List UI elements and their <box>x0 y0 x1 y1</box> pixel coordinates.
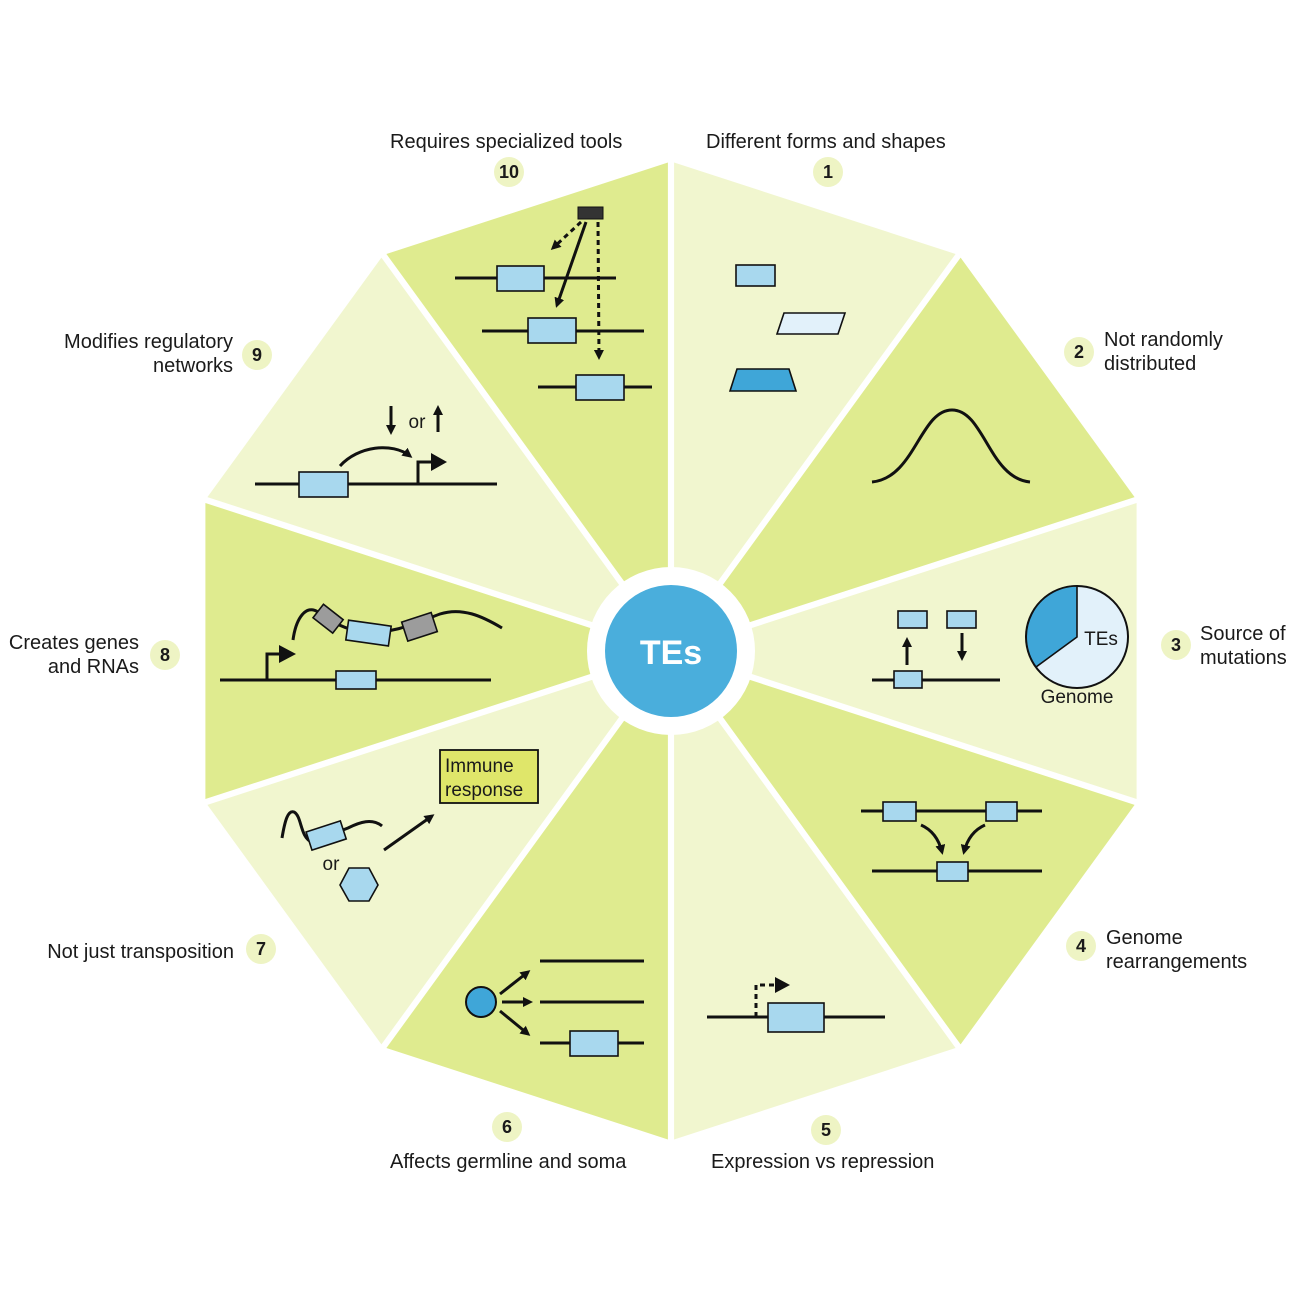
number-badge-1 <box>813 157 843 187</box>
shapes-icon <box>728 264 847 392</box>
sector-7 <box>207 656 663 1045</box>
number-badge-4 <box>1066 931 1096 961</box>
or-text-seg9: or <box>409 412 427 433</box>
sector-2 <box>679 257 1135 646</box>
pie-genome-label: Genome <box>1041 687 1114 708</box>
sector-9 <box>207 257 663 646</box>
segment-label-4: rearrangements <box>1106 951 1247 973</box>
number-6: 6 <box>502 1117 512 1137</box>
sector-8 <box>205 503 661 799</box>
number-1: 1 <box>823 162 833 182</box>
center-hub: TEs <box>605 585 737 717</box>
number-badge-2 <box>1064 337 1094 367</box>
segment-label-1: Different forms and shapes <box>706 131 946 153</box>
segment-label-8: Creates genes <box>9 632 139 654</box>
number-badge-6 <box>492 1112 522 1142</box>
segment-label-9: Modifies regulatory <box>64 331 233 353</box>
immune-response-box <box>439 749 539 804</box>
immune-line2: response <box>445 780 523 801</box>
immune-trigger-icon: or Immune response <box>280 749 539 902</box>
segment-label-5: Expression vs repression <box>711 1151 934 1173</box>
or-text-seg7: or <box>323 854 341 875</box>
number-badge-8 <box>150 640 180 670</box>
number-3: 3 <box>1171 635 1181 655</box>
bell-curve-icon <box>871 408 1031 484</box>
number-badge-5 <box>811 1115 841 1145</box>
number-4: 4 <box>1076 936 1086 956</box>
genome-pie-chart <box>1025 585 1129 689</box>
segment-labels: 1 Different forms and shapes 2 Not randomly… <box>9 131 1287 1173</box>
sector-5 <box>674 660 956 1140</box>
segment-label-2: distributed <box>1104 353 1196 375</box>
number-9: 9 <box>252 345 262 365</box>
sector-3 <box>681 503 1137 799</box>
segment-label-10: Requires specialized tools <box>390 131 622 153</box>
pie-tes-label: TEs <box>1084 629 1118 650</box>
segment-label-8: and RNAs <box>48 656 139 678</box>
regulation-icon: or <box>255 405 497 498</box>
number-badge-3 <box>1161 630 1191 660</box>
transcript-icon <box>220 603 503 690</box>
cell-lineage-icon <box>465 959 644 1057</box>
number-badge-9 <box>242 340 272 370</box>
number-7: 7 <box>256 939 266 959</box>
segment-label-2: Not randomly <box>1104 329 1223 351</box>
number-2: 2 <box>1074 342 1084 362</box>
segment-label-3: Source of <box>1200 623 1286 645</box>
recombination-icon <box>861 801 1042 882</box>
immune-line1: Immune <box>445 756 514 777</box>
segment-label-6: Affects germline and soma <box>390 1151 627 1173</box>
probe-mapping-icon <box>455 206 652 401</box>
segment-label-3: mutations <box>1200 647 1287 669</box>
center-label: TEs <box>640 634 702 672</box>
number-10: 10 <box>499 162 519 182</box>
segment-label-9: networks <box>153 355 233 377</box>
promoter-arrow-icon <box>707 977 885 1033</box>
sector-6 <box>386 660 668 1140</box>
segment-label-4: Genome <box>1106 927 1183 949</box>
number-5: 5 <box>821 1120 831 1140</box>
number-badge-7 <box>246 934 276 964</box>
sector-4 <box>679 656 1135 1045</box>
segment-label-7: Not just transposition <box>47 941 234 963</box>
number-8: 8 <box>160 645 170 665</box>
number-badge-10 <box>494 157 524 187</box>
sector-10 <box>386 162 668 642</box>
insertion-pie-icon: TEs Genome <box>872 585 1129 708</box>
